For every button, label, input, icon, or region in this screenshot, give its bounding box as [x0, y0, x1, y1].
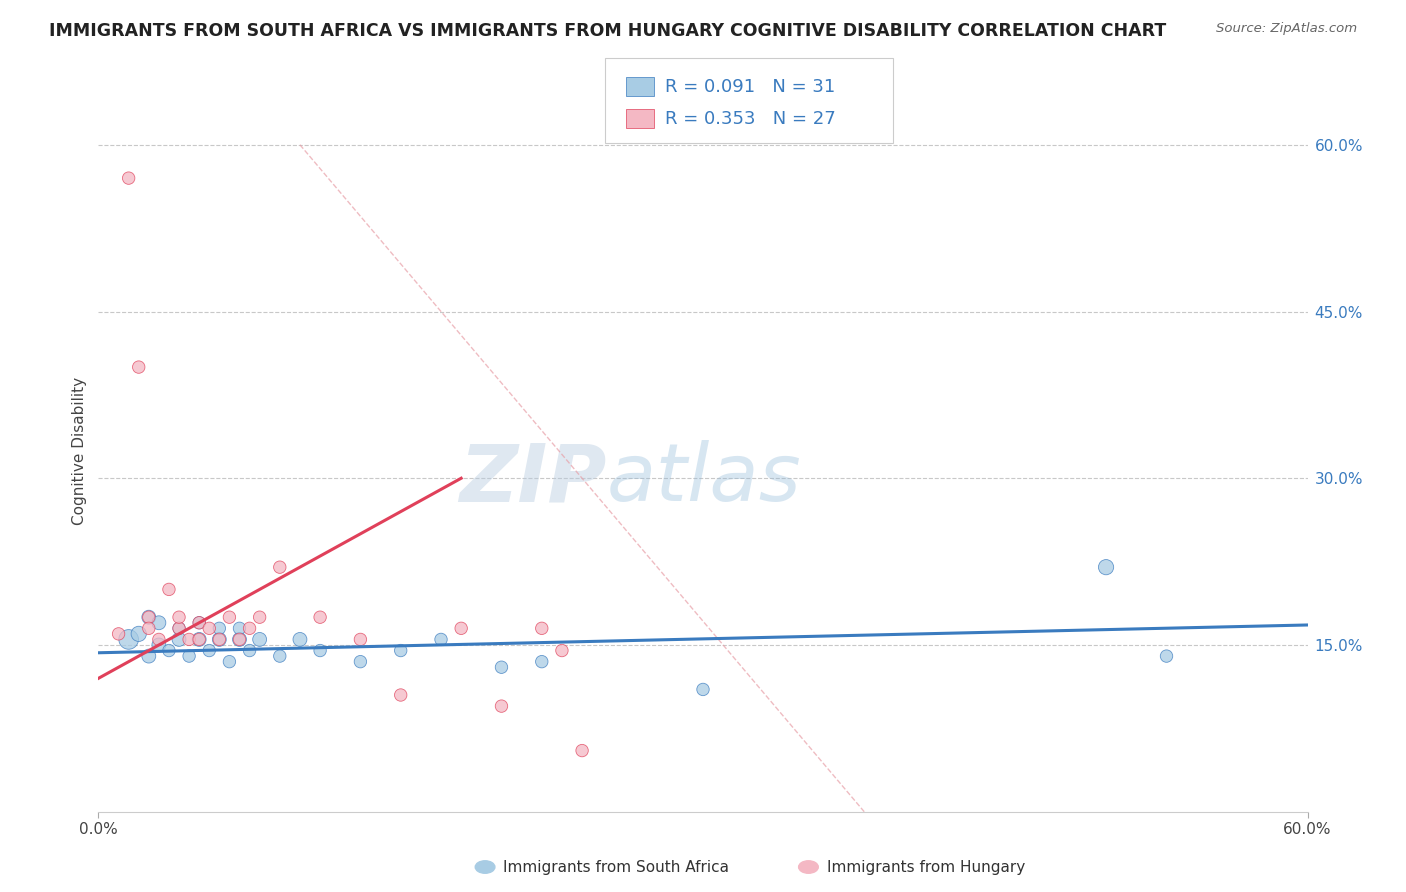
- Point: [349, 632, 371, 647]
- Point: [148, 615, 170, 630]
- Point: [430, 632, 453, 647]
- Point: [138, 649, 160, 664]
- Point: [218, 610, 240, 624]
- Point: [179, 649, 201, 664]
- Point: [188, 615, 211, 630]
- Point: [389, 643, 412, 657]
- Point: [138, 610, 160, 624]
- Point: [179, 632, 201, 647]
- Text: ZIP: ZIP: [458, 441, 606, 518]
- Point: [249, 610, 271, 624]
- Point: [551, 643, 574, 657]
- Point: [228, 632, 250, 647]
- Point: [389, 688, 412, 702]
- Point: [491, 699, 513, 714]
- Text: IMMIGRANTS FROM SOUTH AFRICA VS IMMIGRANTS FROM HUNGARY COGNITIVE DISABILITY COR: IMMIGRANTS FROM SOUTH AFRICA VS IMMIGRAN…: [49, 22, 1167, 40]
- Point: [269, 560, 291, 574]
- Point: [491, 660, 513, 674]
- Point: [128, 360, 150, 375]
- Point: [167, 621, 190, 635]
- Point: [228, 621, 250, 635]
- Text: R = 0.091   N = 31: R = 0.091 N = 31: [665, 78, 835, 96]
- Point: [1095, 560, 1118, 574]
- Point: [118, 632, 141, 647]
- Point: [309, 610, 332, 624]
- Point: [269, 649, 291, 664]
- Point: [571, 743, 593, 757]
- Point: [198, 621, 221, 635]
- Point: [208, 632, 231, 647]
- Point: [530, 621, 553, 635]
- Point: [249, 632, 271, 647]
- Point: [288, 632, 311, 647]
- Text: Immigrants from Hungary: Immigrants from Hungary: [827, 860, 1025, 874]
- Point: [450, 621, 472, 635]
- Point: [167, 621, 190, 635]
- Point: [138, 610, 160, 624]
- Point: [188, 632, 211, 647]
- Point: [157, 582, 180, 597]
- Point: [218, 655, 240, 669]
- Point: [309, 643, 332, 657]
- Point: [208, 621, 231, 635]
- Point: [188, 615, 211, 630]
- Point: [239, 621, 262, 635]
- Point: [118, 171, 141, 186]
- Point: [138, 621, 160, 635]
- Point: [239, 643, 262, 657]
- Point: [692, 682, 714, 697]
- Point: [148, 638, 170, 652]
- Point: [167, 632, 190, 647]
- Y-axis label: Cognitive Disability: Cognitive Disability: [72, 376, 87, 524]
- Point: [1156, 649, 1178, 664]
- Point: [128, 627, 150, 641]
- Point: [157, 643, 180, 657]
- Point: [530, 655, 553, 669]
- Point: [198, 643, 221, 657]
- Point: [148, 632, 170, 647]
- Text: Source: ZipAtlas.com: Source: ZipAtlas.com: [1216, 22, 1357, 36]
- Point: [167, 610, 190, 624]
- Point: [228, 632, 250, 647]
- Text: R = 0.353   N = 27: R = 0.353 N = 27: [665, 111, 835, 128]
- Text: atlas: atlas: [606, 441, 801, 518]
- Text: Immigrants from South Africa: Immigrants from South Africa: [503, 860, 730, 874]
- Point: [188, 632, 211, 647]
- Point: [107, 627, 129, 641]
- Point: [208, 632, 231, 647]
- Point: [349, 655, 371, 669]
